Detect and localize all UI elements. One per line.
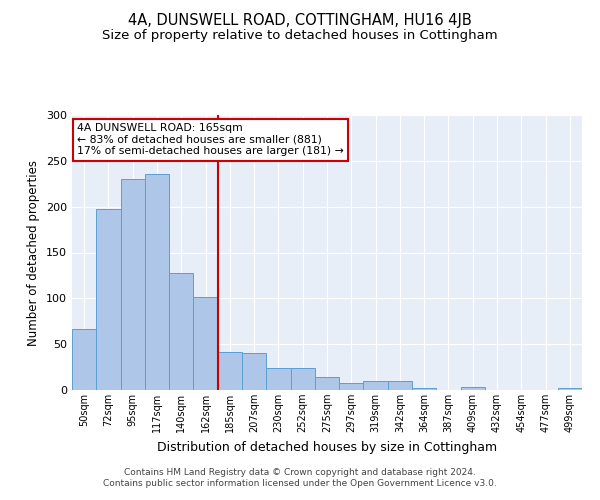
- Bar: [364, 381, 388, 390]
- Bar: [72, 328, 96, 390]
- Bar: [242, 354, 266, 390]
- Bar: [96, 210, 121, 390]
- X-axis label: Distribution of detached houses by size in Cottingham: Distribution of detached houses by size …: [157, 440, 497, 454]
- Text: 4A DUNSWELL ROAD: 165sqm
← 83% of detached houses are smaller (881)
17% of semi-: 4A DUNSWELL ROAD: 165sqm ← 83% of detach…: [77, 123, 344, 156]
- Bar: [339, 382, 364, 390]
- Bar: [388, 381, 412, 390]
- Text: Contains HM Land Registry data © Crown copyright and database right 2024.
Contai: Contains HM Land Registry data © Crown c…: [103, 468, 497, 487]
- Bar: [461, 387, 485, 390]
- Y-axis label: Number of detached properties: Number of detached properties: [28, 160, 40, 346]
- Bar: [169, 272, 193, 390]
- Bar: [193, 296, 218, 390]
- Bar: [558, 388, 582, 390]
- Bar: [315, 377, 339, 390]
- Bar: [412, 388, 436, 390]
- Text: 4A, DUNSWELL ROAD, COTTINGHAM, HU16 4JB: 4A, DUNSWELL ROAD, COTTINGHAM, HU16 4JB: [128, 12, 472, 28]
- Bar: [266, 368, 290, 390]
- Bar: [121, 179, 145, 390]
- Bar: [290, 368, 315, 390]
- Bar: [145, 174, 169, 390]
- Bar: [218, 352, 242, 390]
- Text: Size of property relative to detached houses in Cottingham: Size of property relative to detached ho…: [102, 29, 498, 42]
